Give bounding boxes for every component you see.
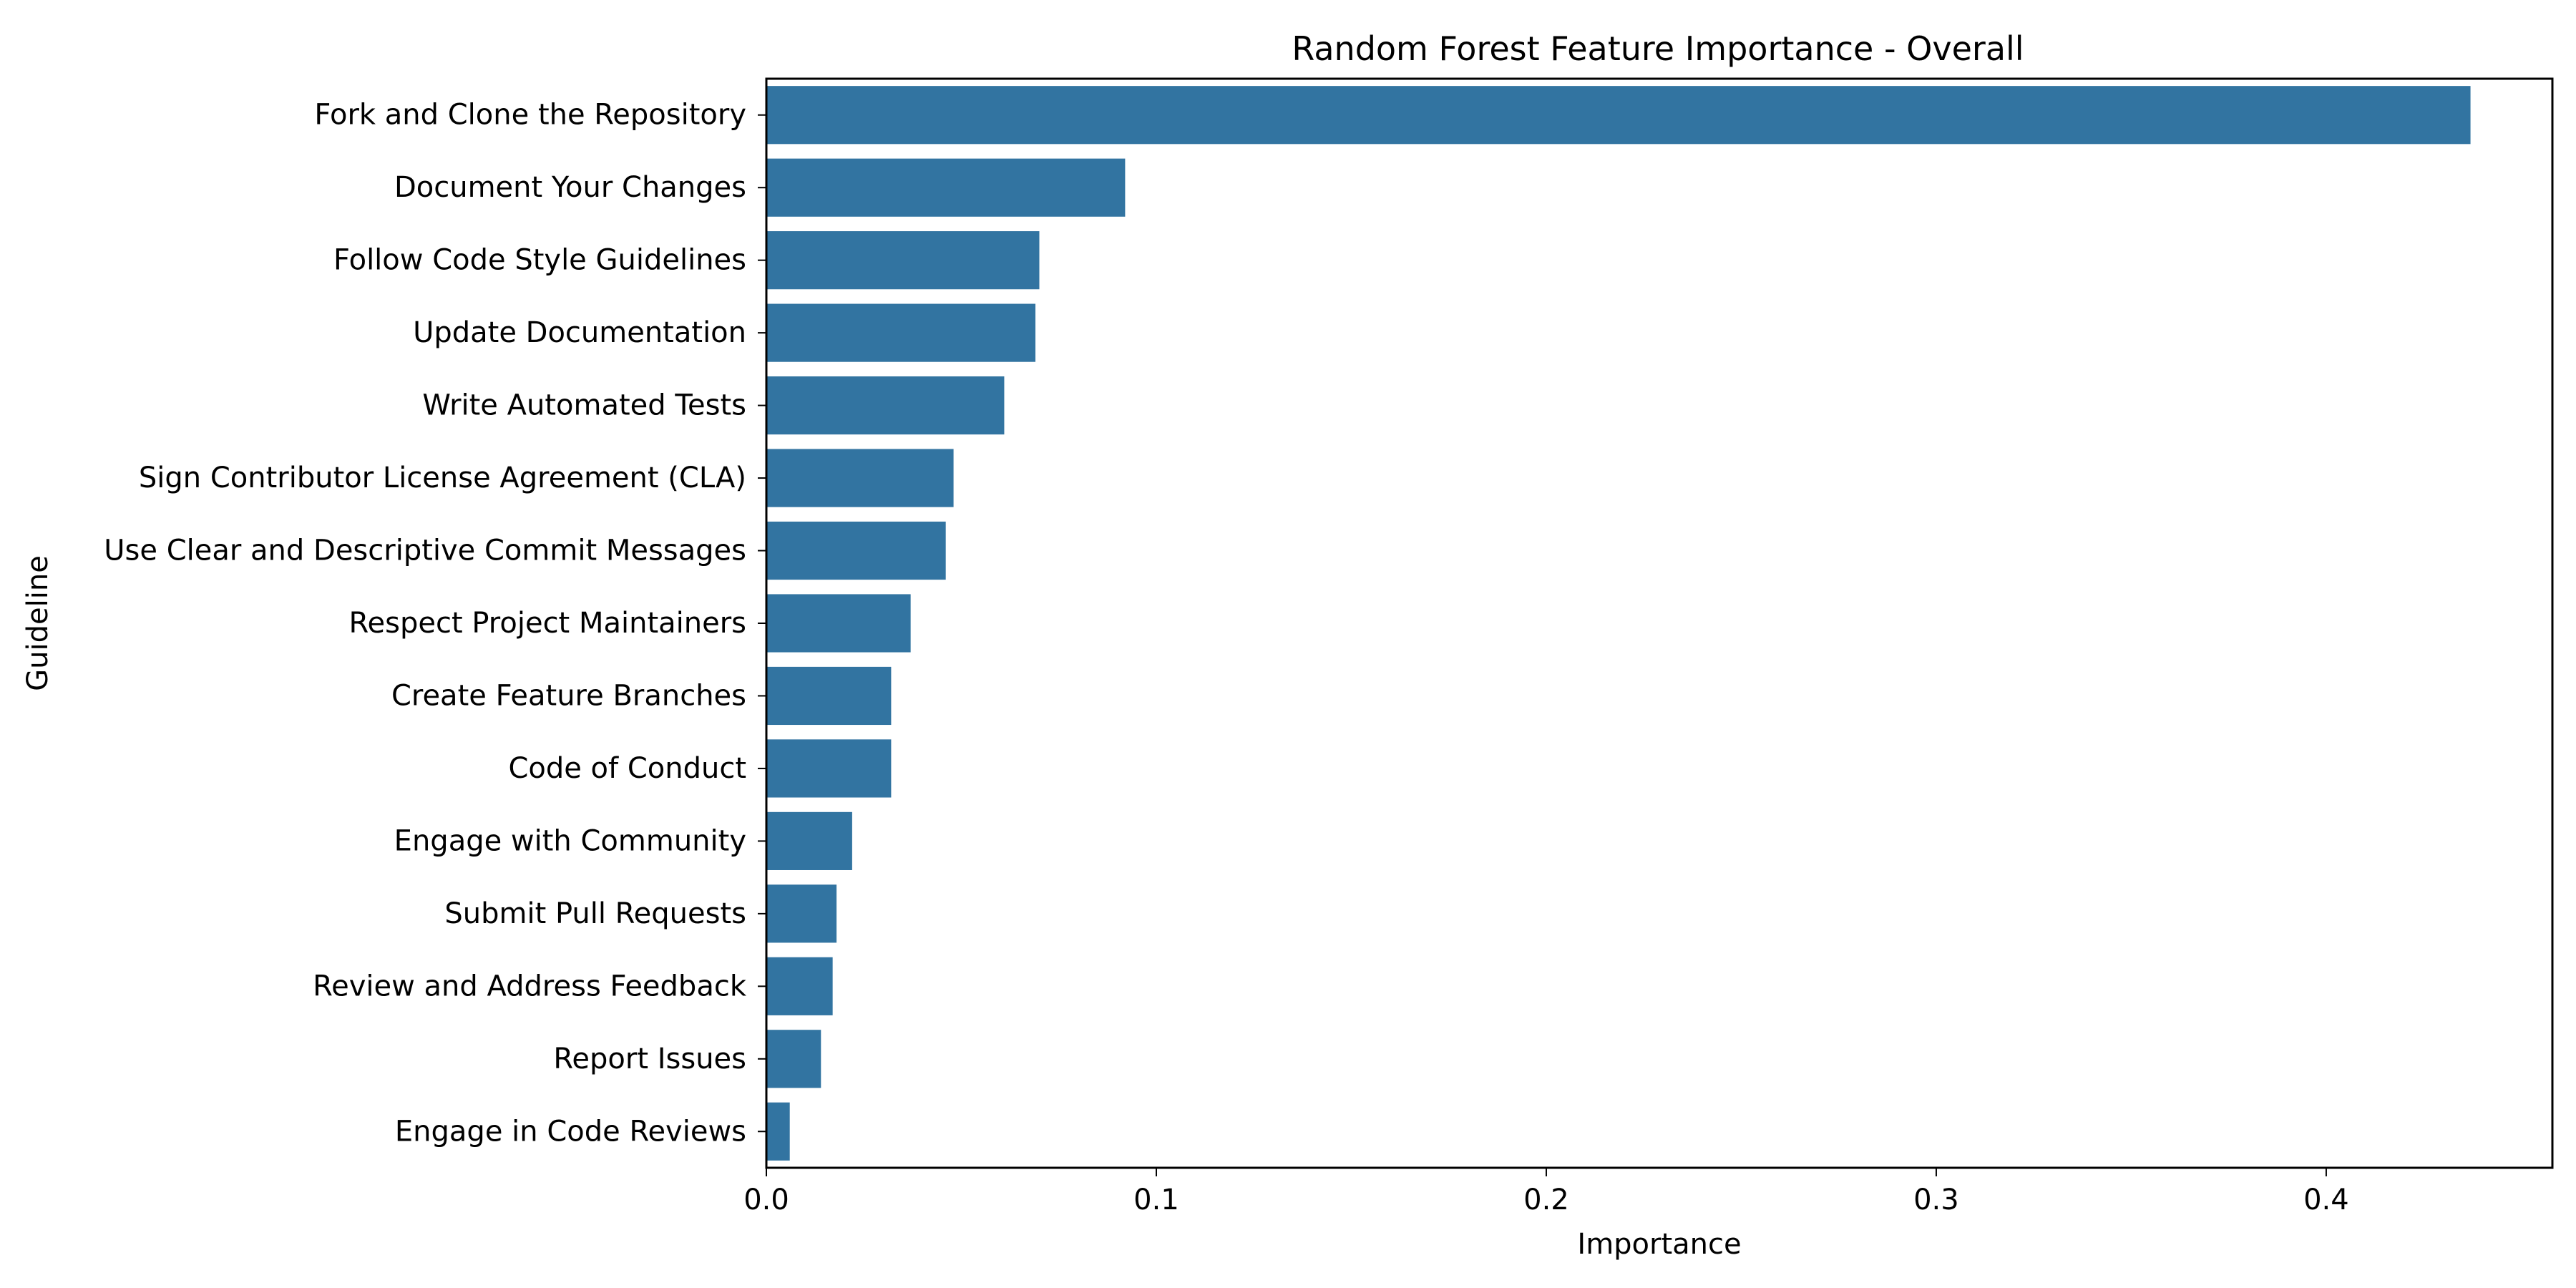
bars-group [766,86,2471,1161]
bar [766,303,1036,362]
bar [766,666,892,726]
bar [766,811,852,870]
bar [766,1030,821,1088]
plot-area-frame [765,77,2554,1169]
y-tick-label: Follow Code Style Guidelines [333,244,746,277]
y-tick-label: Engage in Code Reviews [395,1115,746,1148]
y-tick-label: Sign Contributor License Agreement (CLA) [139,462,746,494]
bar [766,739,892,798]
x-tick-label: 0.2 [1523,1184,1569,1216]
bar [766,884,837,943]
chart-title: Random Forest Feature Importance - Overa… [1292,29,2024,68]
y-axis-label: Guideline [21,555,54,691]
y-tick-label: Review and Address Feedback [313,970,747,1002]
bar [766,594,911,653]
bar [766,1102,790,1161]
y-axis-ticks: Fork and Clone the Repository Document Yo… [104,99,766,1148]
bar [766,86,2471,145]
y-tick-label: Engage with Community [394,824,746,857]
y-tick-label: Respect Project Maintainers [349,607,746,640]
bar [766,376,1005,435]
x-axis-label: Importance [1577,1228,1741,1261]
y-tick-label: Document Your Changes [394,171,746,204]
y-tick-label: Submit Pull Requests [444,897,746,930]
bar [766,158,1126,217]
x-axis-ticks: 0.0 0.1 0.2 0.3 0.4 [743,1168,2349,1216]
y-tick-label: Code of Conduct [508,752,746,785]
x-tick-label: 0.4 [2303,1184,2349,1216]
y-tick-label: Use Clear and Descriptive Commit Message… [104,535,746,567]
bar [766,957,833,1015]
y-tick-label: Fork and Clone the Repository [314,99,746,132]
y-tick-label: Update Documentation [413,316,746,349]
bar [766,449,954,507]
x-tick-label: 0.0 [743,1184,789,1216]
bar [766,521,946,580]
y-tick-label: Write Automated Tests [422,389,746,422]
x-tick-label: 0.1 [1133,1184,1179,1216]
y-tick-label: Create Feature Branches [391,679,746,712]
x-tick-label: 0.3 [1913,1184,1959,1216]
bar [766,231,1040,290]
y-tick-label: Report Issues [553,1043,746,1075]
